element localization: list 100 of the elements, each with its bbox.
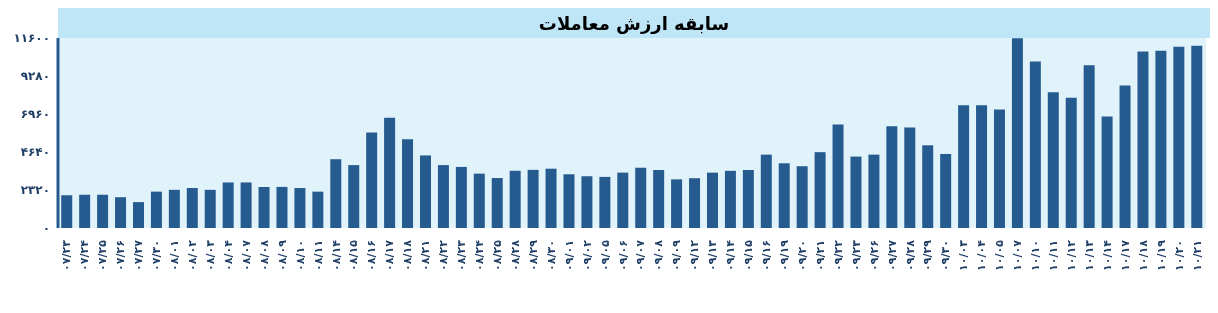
bar: [653, 170, 665, 228]
x-tick-label: ۰۸/۲۴: [473, 239, 487, 271]
y-tick-label: ۶۹۶۰: [20, 107, 50, 122]
x-tick-label: ۰۹/۰۹: [670, 239, 684, 271]
bar: [258, 186, 270, 228]
bar: [581, 176, 593, 228]
x-tick-label: ۰۹/۰۲: [580, 239, 594, 271]
bar: [796, 166, 808, 228]
bar: [419, 155, 431, 228]
x-tick-label: ۰۹/۱۲: [688, 239, 702, 271]
bar: [1173, 46, 1185, 228]
bar: [473, 173, 485, 228]
bar: [635, 167, 647, 228]
x-tick-label: ۰۸/۰۸: [257, 239, 271, 271]
x-tick-label: ۰۹/۳۰: [939, 240, 953, 271]
bar: [778, 163, 790, 228]
x-tick-label: ۱۰/۲۰: [1172, 240, 1186, 271]
bar: [348, 165, 360, 228]
bar: [724, 170, 736, 228]
y-tick-label: ۰: [42, 221, 50, 236]
x-tick-label: ۰۸/۱۷: [383, 239, 397, 271]
bar: [832, 124, 844, 228]
bar: [294, 188, 306, 228]
bar: [1101, 116, 1113, 228]
bar: [993, 109, 1005, 228]
bar: [527, 169, 539, 228]
bar: [1047, 92, 1059, 228]
bar: [689, 178, 701, 228]
x-tick-label: ۰۷/۲۳: [60, 239, 74, 271]
bar: [115, 197, 127, 228]
y-tick-label: ۱۱۶۰۰: [13, 31, 50, 46]
x-tick-label: ۰۸/۲۱: [419, 240, 433, 271]
x-tick-label: ۰۹/۱۴: [724, 239, 738, 271]
bar: [384, 117, 396, 228]
x-tick-label: ۰۸/۰۴: [221, 239, 235, 271]
x-tick-label: ۰۸/۳۰: [544, 240, 558, 271]
x-tick-label: ۰۹/۱۶: [760, 240, 774, 271]
bar: [1011, 38, 1023, 228]
x-tick-label: ۰۸/۲۹: [526, 239, 540, 271]
x-tick-label: ۰۸/۰۷: [239, 239, 253, 271]
x-tick-label: ۱۰/۲۱: [1190, 240, 1204, 271]
x-tick-label: ۰۸/۰۹: [275, 239, 289, 271]
bar: [1119, 85, 1131, 228]
x-tick-label: ۰۹/۰۷: [634, 239, 648, 271]
bar: [402, 139, 414, 228]
x-tick-label: ۰۸/۰۲: [186, 239, 200, 271]
chart-title: سابقه ارزش معاملات: [58, 8, 1210, 38]
bar: [1155, 50, 1167, 228]
x-tick-label: ۱۰/۱۹: [1154, 239, 1168, 271]
x-tick-label: ۰۸/۰۱: [168, 240, 182, 271]
bar: [437, 165, 449, 228]
x-tick-label: ۰۹/۱۳: [706, 239, 720, 271]
bar: [617, 172, 629, 228]
x-tick-label: ۰۸/۲۲: [437, 239, 451, 271]
bar: [940, 153, 952, 228]
x-tick-label: ۰۹/۲۳: [849, 239, 863, 271]
x-tick-label: ۰۸/۰۳: [203, 239, 217, 271]
x-tick-label: ۰۹/۲۷: [885, 239, 899, 271]
x-tick-label: ۱۰/۰۳: [957, 239, 971, 271]
bar: [97, 194, 109, 228]
x-tick-label: ۰۸/۲۳: [455, 239, 469, 271]
x-tick-label: ۱۰/۰۷: [1011, 239, 1025, 271]
bar: [976, 105, 988, 228]
x-tick-label: ۰۷/۲۶: [114, 240, 128, 271]
x-tick-label: ۰۸/۲۸: [508, 239, 522, 271]
bar: [1083, 65, 1095, 228]
bar: [1137, 51, 1149, 228]
x-tick-label: ۰۷/۳۰: [150, 240, 164, 271]
bar: [366, 132, 378, 228]
x-tick-label: ۰۸/۱۶: [365, 240, 379, 271]
y-tick-label: ۲۳۲۰: [20, 183, 50, 198]
bar: [132, 202, 144, 228]
x-tick-label: ۱۰/۱۱: [1047, 240, 1061, 271]
bar: [186, 188, 198, 228]
x-tick-label: ۱۰/۱۸: [1136, 239, 1150, 271]
bar: [706, 172, 718, 228]
bar: [1191, 45, 1203, 228]
y-tick-label: ۴۶۴۰: [20, 145, 50, 160]
bar: [330, 159, 342, 228]
bar: [204, 189, 216, 228]
x-tick-label: ۰۹/۲۱: [813, 240, 827, 271]
x-tick-label: ۰۹/۰۵: [598, 239, 612, 271]
bar: [312, 191, 324, 228]
y-tick-label: ۹۲۸۰: [20, 69, 50, 84]
bar: [545, 168, 557, 228]
bar: [850, 156, 862, 228]
x-tick-label: ۰۹/۱۹: [777, 239, 791, 271]
bar: [563, 174, 575, 228]
x-tick-label: ۰۸/۱۱: [311, 240, 325, 271]
x-tick-label: ۰۹/۰۸: [652, 239, 666, 271]
x-tick-label: ۰۹/۲۶: [867, 240, 881, 271]
x-tick-label: ۰۹/۲۲: [831, 239, 845, 271]
bar: [922, 145, 934, 228]
x-tick-label: ۰۷/۲۴: [78, 239, 92, 271]
x-tick-label: ۱۰/۱۳: [1082, 239, 1096, 271]
x-tick-label: ۱۰/۰۵: [993, 239, 1007, 271]
x-tick-label: ۰۹/۲۸: [903, 239, 917, 271]
bar: [491, 178, 503, 228]
bar: [742, 170, 754, 228]
bar: [958, 105, 970, 228]
